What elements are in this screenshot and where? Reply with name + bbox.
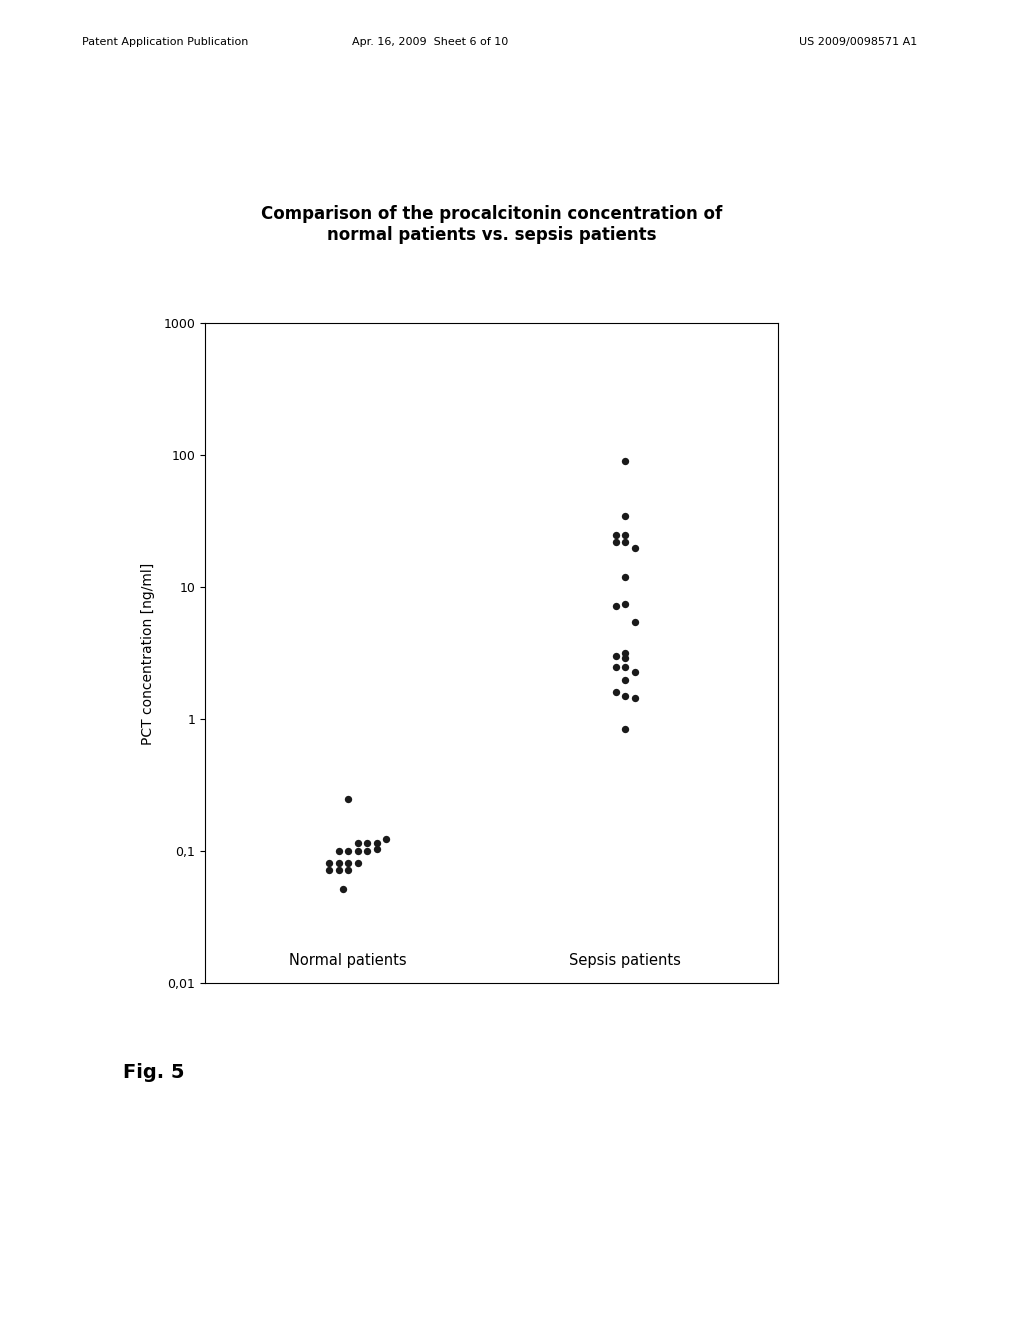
- Point: [617, 718, 634, 739]
- Point: [617, 669, 634, 690]
- Point: [607, 645, 624, 667]
- Point: [331, 853, 347, 874]
- Point: [617, 648, 634, 669]
- Point: [627, 611, 643, 632]
- Point: [607, 524, 624, 545]
- Point: [617, 506, 634, 527]
- Point: [617, 524, 634, 545]
- Text: US 2009/0098571 A1: US 2009/0098571 A1: [799, 37, 916, 48]
- Point: [617, 532, 634, 553]
- Point: [617, 685, 634, 706]
- Text: Patent Application Publication: Patent Application Publication: [82, 37, 248, 48]
- Point: [617, 566, 634, 587]
- Point: [359, 841, 376, 862]
- Point: [627, 661, 643, 682]
- Point: [617, 593, 634, 614]
- Point: [321, 853, 337, 874]
- Point: [340, 841, 356, 862]
- Point: [369, 833, 385, 854]
- Point: [617, 656, 634, 677]
- Point: [617, 451, 634, 473]
- Point: [627, 688, 643, 709]
- Point: [607, 595, 624, 616]
- Point: [617, 642, 634, 663]
- Point: [335, 878, 351, 899]
- Point: [321, 859, 337, 880]
- Text: Normal patients: Normal patients: [290, 953, 407, 969]
- Point: [359, 833, 376, 854]
- Point: [340, 788, 356, 809]
- Point: [349, 853, 366, 874]
- Point: [607, 532, 624, 553]
- Y-axis label: PCT concentration [ng/ml]: PCT concentration [ng/ml]: [141, 562, 155, 744]
- Text: Comparison of the procalcitonin concentration of
normal patients vs. sepsis pati: Comparison of the procalcitonin concentr…: [261, 206, 722, 244]
- Point: [627, 537, 643, 558]
- Point: [369, 838, 385, 859]
- Point: [340, 859, 356, 880]
- Point: [607, 682, 624, 704]
- Text: Sepsis patients: Sepsis patients: [569, 953, 681, 969]
- Point: [607, 656, 624, 677]
- Text: Apr. 16, 2009  Sheet 6 of 10: Apr. 16, 2009 Sheet 6 of 10: [352, 37, 508, 48]
- Point: [331, 859, 347, 880]
- Point: [340, 853, 356, 874]
- Point: [349, 841, 366, 862]
- Point: [331, 841, 347, 862]
- Point: [349, 833, 366, 854]
- Point: [378, 828, 394, 849]
- Text: Fig. 5: Fig. 5: [123, 1063, 184, 1081]
